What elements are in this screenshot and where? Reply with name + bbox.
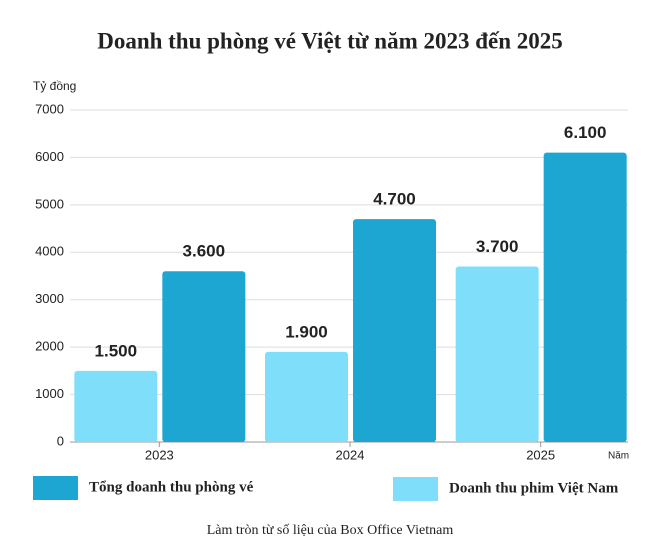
value-label: 4.700 bbox=[373, 190, 416, 209]
value-label: 1.500 bbox=[95, 341, 138, 360]
y-tick-label: 1000 bbox=[35, 386, 64, 401]
legend-label: Doanh thu phim Việt Nam bbox=[449, 480, 619, 496]
y-tick-label: 5000 bbox=[35, 196, 64, 211]
value-label: 3.600 bbox=[183, 242, 226, 261]
bar bbox=[353, 219, 436, 442]
value-label: 3.700 bbox=[476, 237, 519, 256]
legend-swatch bbox=[393, 477, 438, 501]
value-label: 6.100 bbox=[564, 123, 607, 142]
y-tick-label: 0 bbox=[57, 433, 64, 448]
bar bbox=[265, 351, 348, 442]
x-axis-label: Năm bbox=[608, 451, 629, 462]
chart-title: Doanh thu phòng vé Việt từ năm 2023 đến … bbox=[97, 28, 563, 53]
legend-label: Tổng doanh thu phòng vé bbox=[89, 479, 254, 495]
y-tick-label: 3000 bbox=[35, 291, 64, 306]
bar bbox=[543, 152, 627, 442]
y-tick-label: 2000 bbox=[35, 339, 64, 354]
y-tick-label: 7000 bbox=[35, 101, 64, 116]
legend-swatch bbox=[33, 476, 78, 500]
y-axis-label: Tỷ đồng bbox=[33, 79, 76, 93]
y-tick-label: 6000 bbox=[35, 149, 64, 164]
bar bbox=[162, 271, 246, 442]
x-tick-label: 2023 bbox=[145, 447, 174, 462]
bar bbox=[74, 370, 158, 442]
source-note: Làm tròn từ số liệu của Box Office Vietn… bbox=[207, 523, 454, 538]
value-label: 1.900 bbox=[285, 322, 328, 341]
x-tick-label: 2024 bbox=[336, 447, 365, 462]
y-tick-label: 4000 bbox=[35, 244, 64, 259]
x-tick-label: 2025 bbox=[526, 447, 555, 462]
bar bbox=[455, 266, 539, 442]
